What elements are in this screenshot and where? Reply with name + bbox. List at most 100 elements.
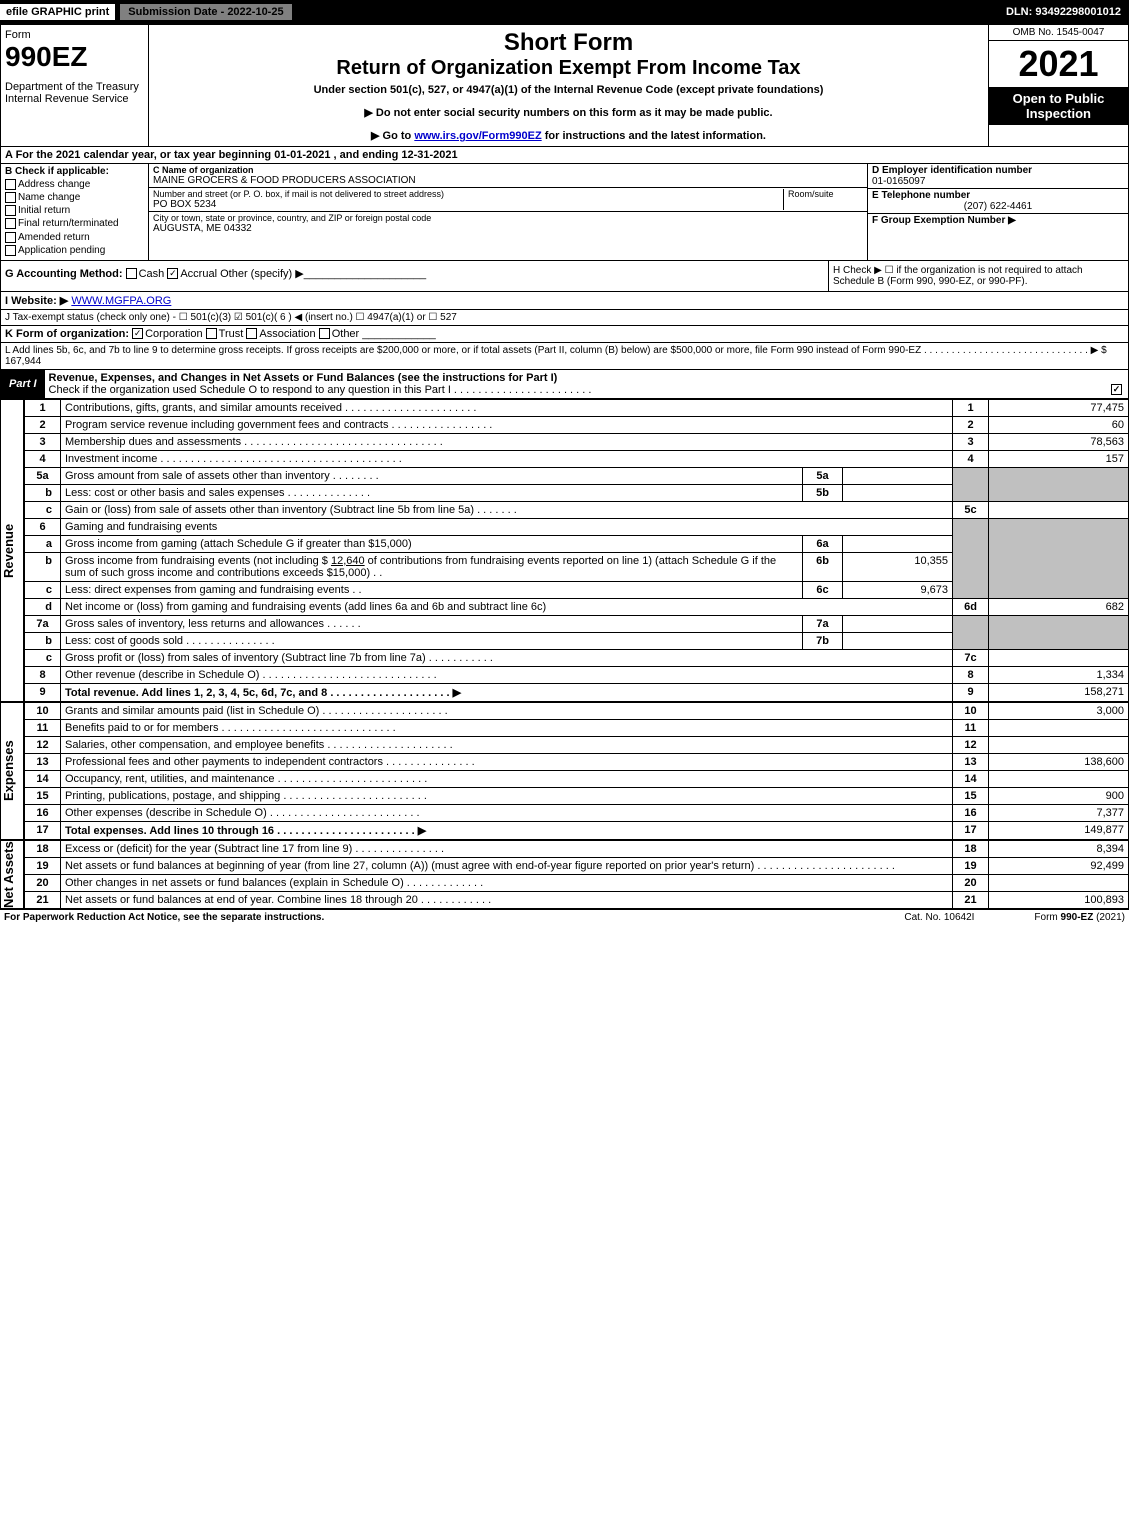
note-ssn: ▶ Do not enter social security numbers o… [153, 106, 984, 119]
org-name-label: C Name of organization [153, 165, 863, 175]
check-cash[interactable] [126, 268, 137, 279]
org-addr-row: Number and street (or P. O. box, if mail… [149, 188, 867, 212]
row-h: H Check ▶ ☐ if the organization is not r… [828, 261, 1128, 291]
addr-label: Number and street (or P. O. box, if mail… [153, 189, 783, 199]
line-14: 14Occupancy, rent, utilities, and mainte… [25, 770, 1129, 787]
footer-cat: Cat. No. 10642I [904, 912, 974, 923]
line-9: 9Total revenue. Add lines 1, 2, 3, 4, 5c… [25, 683, 1129, 701]
omb-number: OMB No. 1545-0047 [989, 25, 1128, 41]
part1-label: Part I [1, 376, 45, 392]
dln: DLN: 93492298001012 [1006, 6, 1129, 18]
check-final-return[interactable]: Final return/terminated [5, 218, 144, 229]
line-2: 2Program service revenue including gover… [25, 416, 1129, 433]
row-l: L Add lines 5b, 6c, and 7b to line 9 to … [0, 343, 1129, 370]
note-suffix: for instructions and the latest informat… [542, 130, 766, 142]
line-6d: dNet income or (loss) from gaming and fu… [25, 598, 1129, 615]
ein-label: D Employer identification number [872, 165, 1124, 176]
section-def: D Employer identification number 01-0165… [868, 164, 1128, 260]
line-3: 3Membership dues and assessments . . . .… [25, 433, 1129, 450]
inspection-label: Open to Public Inspection [989, 87, 1128, 125]
line-8: 8Other revenue (describe in Schedule O) … [25, 666, 1129, 683]
line-17: 17Total expenses. Add lines 10 through 1… [25, 821, 1129, 839]
line-15: 15Printing, publications, postage, and s… [25, 787, 1129, 804]
ein-value: 01-0165097 [872, 176, 1124, 187]
section-b-header: B Check if applicable: [5, 166, 144, 177]
note-link: ▶ Go to www.irs.gov/Form990EZ for instru… [153, 129, 984, 142]
line-5c: cGain or (loss) from sale of assets othe… [25, 501, 1129, 518]
section-d: D Employer identification number 01-0165… [868, 164, 1128, 189]
check-name-change[interactable]: Name change [5, 192, 144, 203]
section-f: F Group Exemption Number ▶ [868, 214, 1128, 227]
line-1: 1Contributions, gifts, grants, and simil… [25, 399, 1129, 416]
check-amended-return[interactable]: Amended return [5, 232, 144, 243]
line-7a: 7aGross sales of inventory, less returns… [25, 615, 1129, 632]
phone-value: (207) 622-4461 [872, 201, 1124, 212]
check-association[interactable] [246, 328, 257, 339]
check-trust[interactable] [206, 328, 217, 339]
check-other-org[interactable] [319, 328, 330, 339]
header-bar: efile GRAPHIC print Submission Date - 20… [0, 0, 1129, 24]
row-gh: G Accounting Method: Cash Accrual Other … [0, 261, 1129, 292]
efile-label: efile GRAPHIC print [0, 4, 115, 20]
department: Department of the Treasury Internal Reve… [5, 81, 144, 105]
line-10: 10Grants and similar amounts paid (list … [25, 702, 1129, 719]
org-address: PO BOX 5234 [153, 199, 783, 210]
section-bcdef: B Check if applicable: Address change Na… [0, 164, 1129, 261]
check-initial-return[interactable]: Initial return [5, 205, 144, 216]
line-19: 19Net assets or fund balances at beginni… [25, 857, 1129, 874]
form-header: Form 990EZ Department of the Treasury In… [0, 24, 1129, 147]
form-label: Form [5, 29, 144, 41]
footer-left: For Paperwork Reduction Act Notice, see … [4, 912, 324, 923]
line-4: 4Investment income . . . . . . . . . . .… [25, 450, 1129, 467]
website-link[interactable]: WWW.MGFPA.ORG [71, 295, 171, 307]
phone-label: E Telephone number [872, 190, 1124, 201]
check-schedule-o[interactable] [1111, 384, 1122, 395]
website-label: I Website: ▶ [5, 295, 68, 307]
group-exempt-label: F Group Exemption Number ▶ [872, 215, 1016, 226]
org-city-row: City or town, state or province, country… [149, 212, 867, 235]
part1-title: Revenue, Expenses, and Changes in Net As… [45, 370, 1128, 398]
line-7c: cGross profit or (loss) from sales of in… [25, 649, 1129, 666]
form-title-2: Return of Organization Exempt From Incom… [153, 57, 984, 80]
org-name-row: C Name of organization MAINE GROCERS & F… [149, 164, 867, 188]
org-name: MAINE GROCERS & FOOD PRODUCERS ASSOCIATI… [153, 175, 863, 186]
netassets-table: 18Excess or (deficit) for the year (Subt… [24, 840, 1129, 909]
footer-right: Form 990-EZ (2021) [1034, 912, 1125, 923]
l-text: L Add lines 5b, 6c, and 7b to line 9 to … [5, 345, 1098, 356]
note-prefix: ▶ Go to [371, 130, 414, 142]
line-18: 18Excess or (deficit) for the year (Subt… [25, 840, 1129, 857]
k-label: K Form of organization: [5, 328, 129, 340]
tax-year: 2021 [989, 41, 1128, 87]
form-header-center: Short Form Return of Organization Exempt… [149, 25, 988, 146]
netassets-section: Net Assets 18Excess or (deficit) for the… [0, 840, 1129, 909]
g-label: G Accounting Method: [5, 268, 123, 280]
check-corporation[interactable] [132, 328, 143, 339]
expenses-table: 10Grants and similar amounts paid (list … [24, 702, 1129, 840]
section-e: E Telephone number (207) 622-4461 [868, 189, 1128, 214]
line-5a: 5aGross amount from sale of assets other… [25, 467, 1129, 484]
org-city: AUGUSTA, ME 04332 [153, 223, 863, 234]
row-j: J Tax-exempt status (check only one) - ☐… [0, 310, 1129, 326]
expenses-section: Expenses 10Grants and similar amounts pa… [0, 702, 1129, 840]
form-header-left: Form 990EZ Department of the Treasury In… [1, 25, 149, 146]
row-i: I Website: ▶ WWW.MGFPA.ORG [0, 292, 1129, 310]
check-address-change[interactable]: Address change [5, 179, 144, 190]
revenue-side-label: Revenue [0, 399, 24, 702]
irs-link[interactable]: www.irs.gov/Form990EZ [414, 130, 541, 142]
netassets-side-label: Net Assets [0, 840, 24, 909]
line-16: 16Other expenses (describe in Schedule O… [25, 804, 1129, 821]
expenses-side-label: Expenses [0, 702, 24, 840]
row-k: K Form of organization: Corporation Trus… [0, 326, 1129, 343]
line-12: 12Salaries, other compensation, and empl… [25, 736, 1129, 753]
section-b: B Check if applicable: Address change Na… [1, 164, 149, 260]
room-label: Room/suite [788, 189, 863, 199]
line-11: 11Benefits paid to or for members . . . … [25, 719, 1129, 736]
check-accrual[interactable] [167, 268, 178, 279]
check-application-pending[interactable]: Application pending [5, 245, 144, 256]
revenue-table: 1Contributions, gifts, grants, and simil… [24, 399, 1129, 702]
row-g: G Accounting Method: Cash Accrual Other … [1, 261, 828, 291]
form-number: 990EZ [5, 41, 144, 73]
footer: For Paperwork Reduction Act Notice, see … [0, 909, 1129, 925]
line-21: 21Net assets or fund balances at end of … [25, 891, 1129, 908]
section-c: C Name of organization MAINE GROCERS & F… [149, 164, 868, 260]
